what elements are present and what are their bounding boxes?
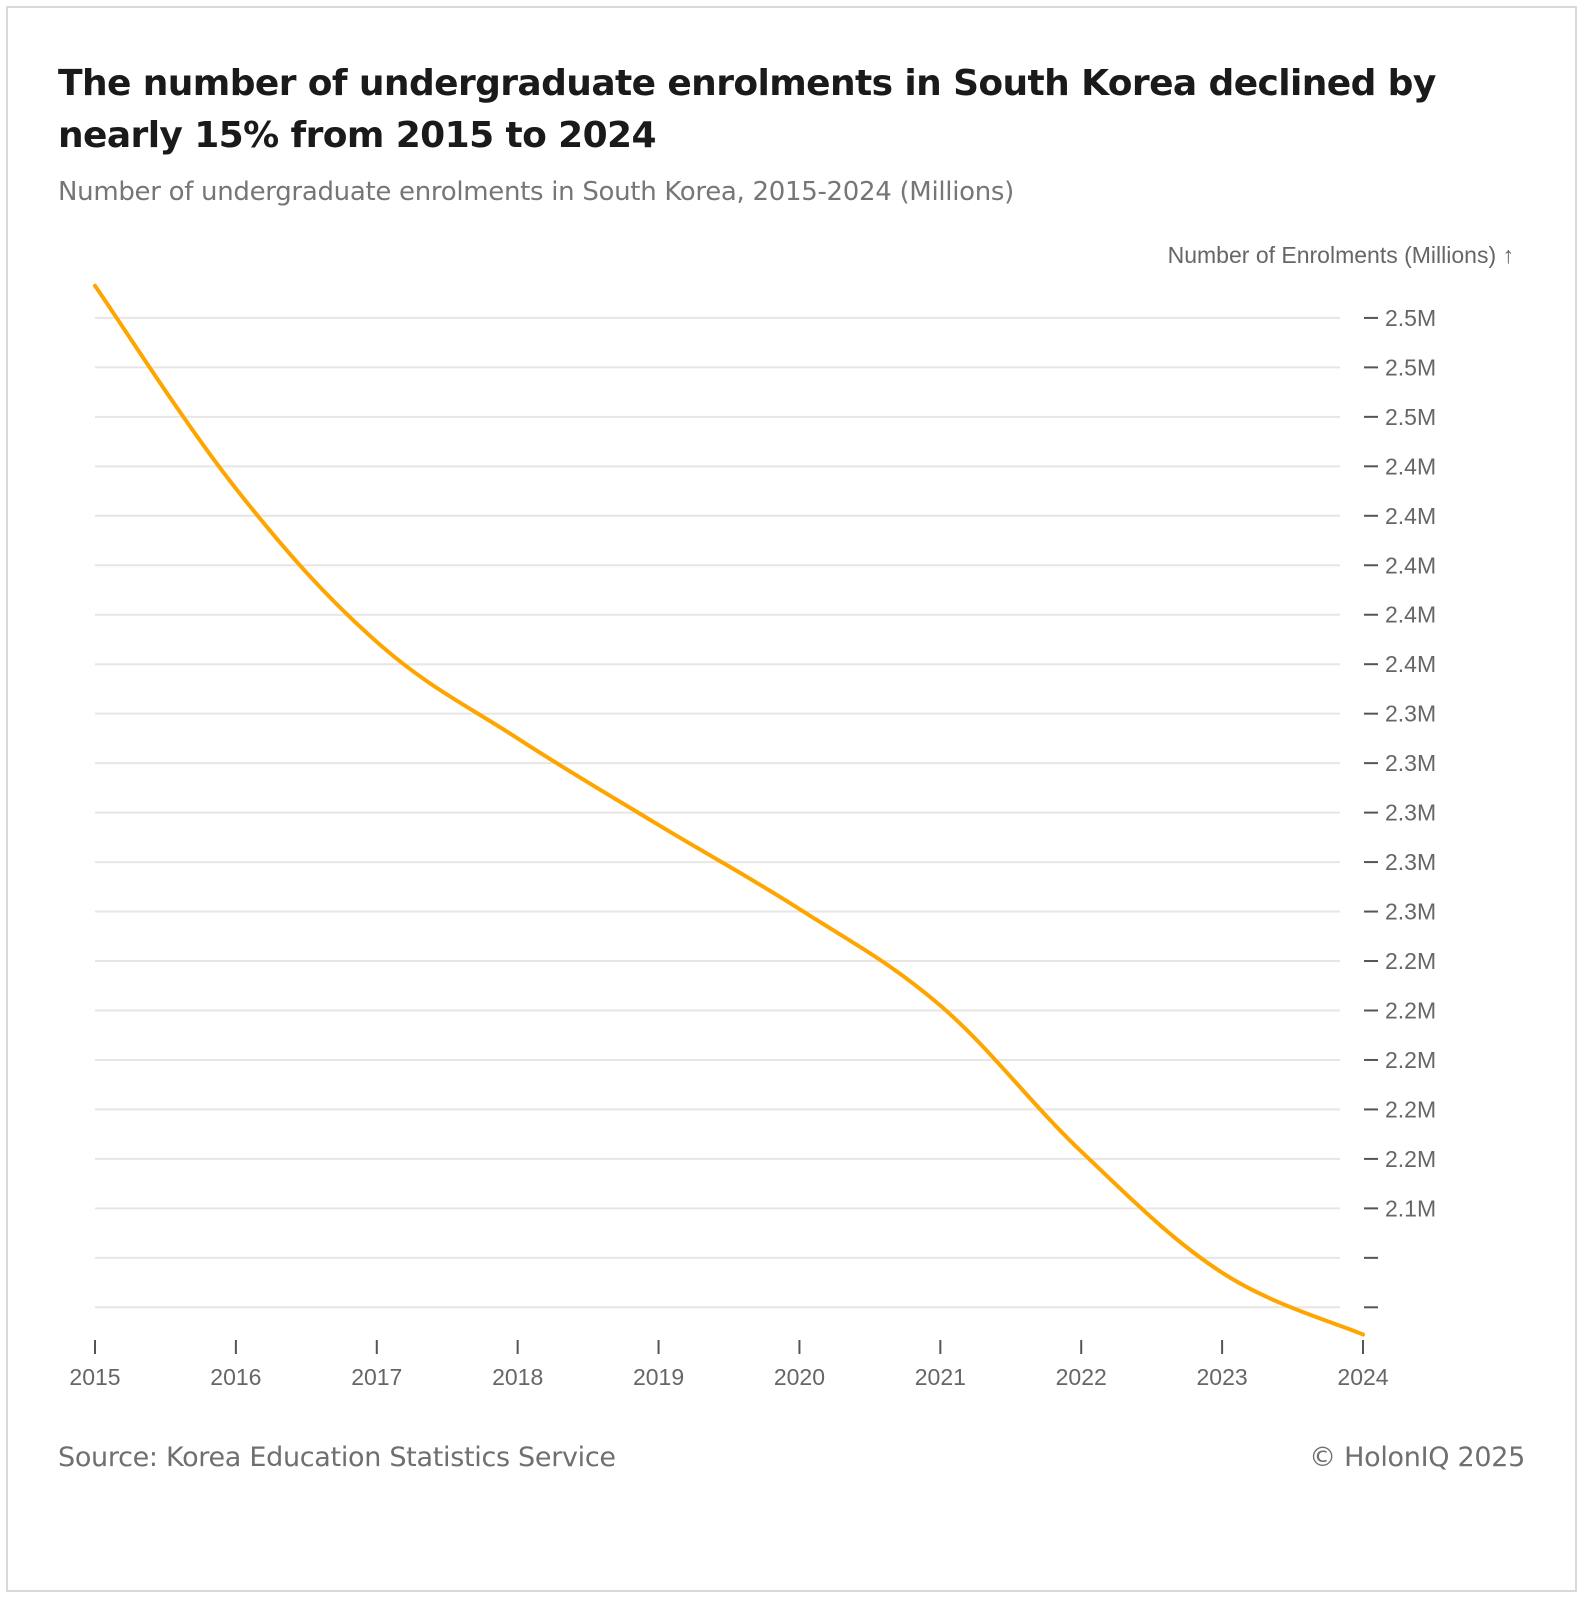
x-tick-label: 2023 bbox=[1197, 1364, 1248, 1390]
x-tick-label: 2015 bbox=[69, 1364, 120, 1390]
x-tick-label: 2018 bbox=[492, 1364, 543, 1390]
line-chart: 2.5M 2.5M 2.5M 2.4M 2.4M 2.4M 2.4M 2.4M 2.3M 2.3M… bbox=[69, 242, 1514, 1390]
y-tick-label: 2.3M bbox=[1385, 701, 1436, 727]
x-tick-label: 2021 bbox=[915, 1364, 966, 1390]
chart-subtitle: Number of undergraduate enrolments in So… bbox=[58, 177, 1015, 207]
x-axis: 2015 2016 2017 2018 2019 2020 2021 2022 2023 2024 bbox=[69, 1340, 1389, 1390]
y-tick-label: 2.4M bbox=[1385, 552, 1436, 578]
x-tick-label: 2024 bbox=[1337, 1364, 1388, 1390]
y-tick-label: 2.5M bbox=[1385, 305, 1436, 331]
y-tick-label: 2.2M bbox=[1385, 997, 1436, 1023]
gridlines bbox=[95, 316, 1340, 1309]
y-tick-label: 2.2M bbox=[1385, 1047, 1436, 1073]
y-axis-title: Number of Enrolments (Millions) ↑ bbox=[1168, 242, 1514, 268]
y-tick-label: 2.4M bbox=[1385, 503, 1436, 529]
x-tick-label: 2017 bbox=[351, 1364, 402, 1390]
y-tick-label: 2.3M bbox=[1385, 899, 1436, 925]
y-tick-label: 2.5M bbox=[1385, 354, 1436, 380]
y-tick-label: 2.1M bbox=[1385, 1195, 1436, 1221]
x-tick-label: 2019 bbox=[633, 1364, 684, 1390]
x-tick-label: 2020 bbox=[774, 1364, 825, 1390]
x-tick-label: 2016 bbox=[210, 1364, 261, 1390]
x-tick-label: 2022 bbox=[1056, 1364, 1107, 1390]
y-tick-label: 2.2M bbox=[1385, 948, 1436, 974]
copyright-note: © HolonIQ 2025 bbox=[1309, 1442, 1525, 1473]
y-tick-label: 2.4M bbox=[1385, 602, 1436, 628]
y-tick-label: 2.2M bbox=[1385, 1146, 1436, 1172]
series-line-undergraduate-enrolments bbox=[93, 283, 1365, 1337]
y-tick-label: 2.2M bbox=[1385, 1096, 1436, 1122]
y-tick-label: 2.3M bbox=[1385, 750, 1436, 776]
y-tick-label: 2.4M bbox=[1385, 651, 1436, 677]
chart-title: The number of undergraduate enrolments i… bbox=[58, 63, 1436, 156]
y-tick-label: 2.5M bbox=[1385, 404, 1436, 430]
y-tick-label: 2.3M bbox=[1385, 849, 1436, 875]
y-tick-label: 2.3M bbox=[1385, 800, 1436, 826]
chart-card bbox=[6, 6, 1577, 1592]
source-note: Source: Korea Education Statistics Servi… bbox=[58, 1442, 616, 1473]
y-axis: 2.5M 2.5M 2.5M 2.4M 2.4M 2.4M 2.4M 2.4M 2.3M 2.3M… bbox=[1364, 305, 1436, 1309]
y-tick-label: 2.4M bbox=[1385, 453, 1436, 479]
